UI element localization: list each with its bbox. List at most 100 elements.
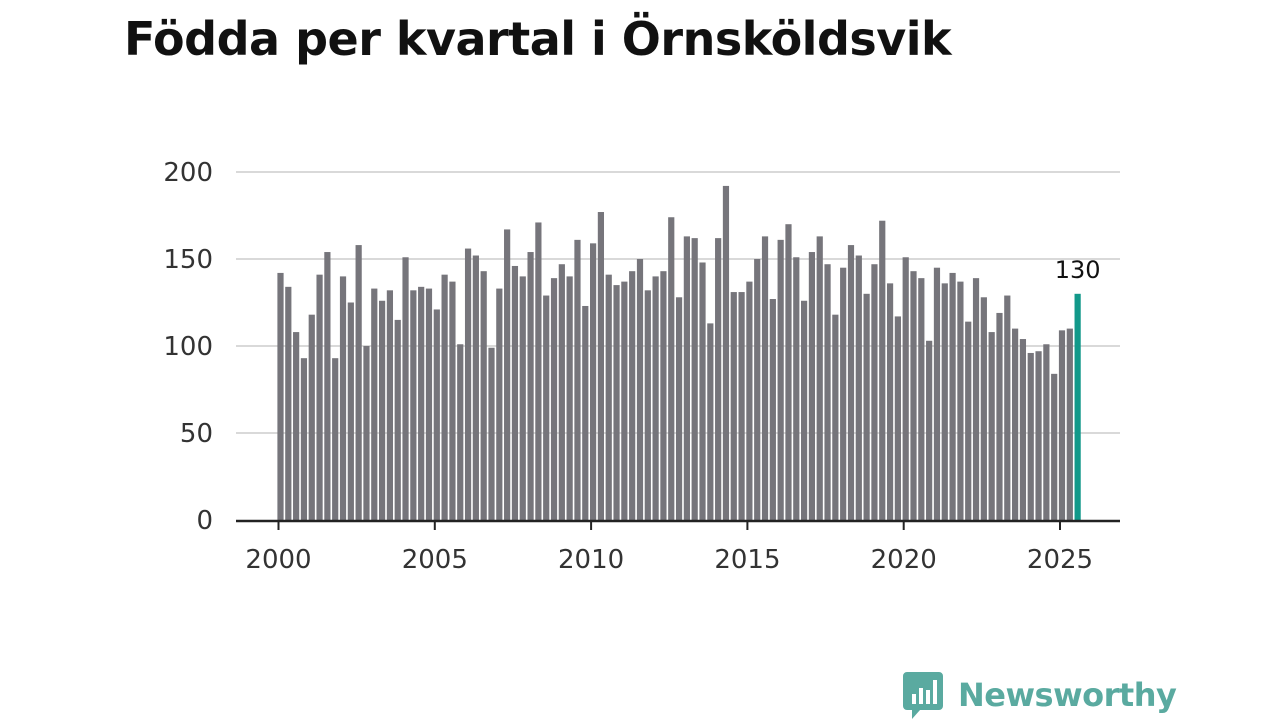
bar bbox=[996, 312, 1003, 520]
bar bbox=[761, 236, 769, 520]
bar bbox=[816, 236, 823, 520]
bar bbox=[277, 272, 284, 520]
bar bbox=[668, 217, 675, 521]
latest-value-label: 130 bbox=[1055, 256, 1101, 284]
bar bbox=[449, 281, 456, 520]
bar bbox=[879, 220, 886, 520]
bar bbox=[683, 236, 690, 520]
bar bbox=[316, 274, 323, 520]
bar bbox=[801, 300, 808, 520]
bar bbox=[847, 245, 855, 520]
bar bbox=[441, 274, 448, 520]
y-axis-ticks: 0 50 100 150 200 bbox=[163, 158, 213, 536]
bar bbox=[941, 283, 948, 520]
bar-latest bbox=[1074, 293, 1081, 520]
bar bbox=[1051, 373, 1058, 520]
bar bbox=[355, 245, 362, 520]
bar bbox=[644, 290, 651, 520]
bar bbox=[1027, 352, 1034, 520]
bar bbox=[746, 281, 753, 520]
bar bbox=[597, 212, 605, 520]
bar bbox=[871, 264, 878, 520]
bar bbox=[730, 292, 737, 520]
bar bbox=[769, 299, 776, 520]
bar bbox=[386, 290, 394, 520]
bar bbox=[785, 224, 792, 520]
bar bbox=[699, 262, 706, 520]
bar bbox=[558, 264, 565, 520]
bar bbox=[949, 272, 956, 520]
bar bbox=[1035, 351, 1042, 520]
bar bbox=[715, 238, 722, 520]
bar bbox=[840, 267, 847, 520]
y-tick-label: 100 bbox=[163, 332, 213, 362]
bar bbox=[808, 252, 816, 521]
bar bbox=[629, 271, 636, 520]
bars bbox=[277, 185, 1081, 521]
bar bbox=[550, 278, 558, 520]
bar bbox=[590, 243, 597, 520]
bar bbox=[308, 314, 315, 520]
bar bbox=[457, 344, 464, 520]
y-tick-label: 50 bbox=[180, 419, 213, 449]
bar bbox=[980, 297, 987, 520]
bar bbox=[863, 293, 870, 520]
bar bbox=[824, 264, 831, 520]
bar bbox=[926, 340, 933, 520]
bar bbox=[621, 281, 628, 520]
bar bbox=[410, 290, 417, 520]
bar bbox=[660, 271, 667, 520]
y-tick-label: 150 bbox=[163, 245, 213, 275]
bar bbox=[433, 309, 440, 520]
bar bbox=[965, 321, 972, 520]
bar bbox=[300, 358, 308, 520]
bar bbox=[1012, 328, 1019, 520]
bar bbox=[472, 255, 479, 520]
bar bbox=[480, 271, 487, 520]
bar bbox=[832, 314, 839, 520]
bar bbox=[910, 271, 917, 520]
bar bbox=[918, 278, 925, 520]
brand-logo[interactable]: Newsworthy bbox=[902, 670, 1177, 720]
bar bbox=[886, 283, 894, 520]
bar bbox=[675, 297, 683, 520]
bar bbox=[293, 332, 300, 520]
page-title: Födda per kvartal i Örnsköldsvik bbox=[124, 12, 952, 66]
bar bbox=[504, 229, 511, 521]
bar bbox=[543, 295, 550, 520]
bar bbox=[371, 288, 378, 520]
bar bbox=[605, 274, 612, 520]
bar bbox=[1019, 339, 1027, 520]
bar bbox=[535, 222, 542, 520]
bar bbox=[464, 248, 472, 520]
x-tick-label: 2010 bbox=[558, 545, 624, 575]
bar bbox=[527, 252, 534, 521]
bar bbox=[347, 302, 354, 520]
bar bbox=[793, 257, 800, 520]
bar bbox=[988, 332, 995, 520]
x-axis-ticks: 2000 2005 2010 2015 2020 2025 bbox=[245, 522, 1093, 575]
bar bbox=[332, 358, 339, 520]
y-tick-label: 200 bbox=[163, 158, 213, 188]
bar bbox=[722, 185, 730, 521]
bar bbox=[324, 252, 331, 521]
bar bbox=[691, 238, 698, 520]
bar bbox=[582, 305, 589, 520]
bar bbox=[1066, 328, 1073, 520]
bar bbox=[363, 346, 370, 520]
y-tick-label: 0 bbox=[196, 506, 213, 536]
bar bbox=[339, 276, 347, 520]
bar bbox=[933, 267, 941, 520]
x-tick-label: 2000 bbox=[245, 545, 311, 575]
newsworthy-logo-icon bbox=[903, 672, 943, 719]
bar bbox=[957, 281, 964, 520]
bar bbox=[285, 286, 292, 520]
bar bbox=[566, 276, 573, 520]
bar bbox=[511, 265, 519, 520]
brand-name: Newsworthy bbox=[958, 676, 1177, 714]
bar bbox=[972, 278, 980, 520]
bar bbox=[777, 239, 784, 521]
bar bbox=[1058, 330, 1066, 520]
bar bbox=[402, 257, 409, 520]
